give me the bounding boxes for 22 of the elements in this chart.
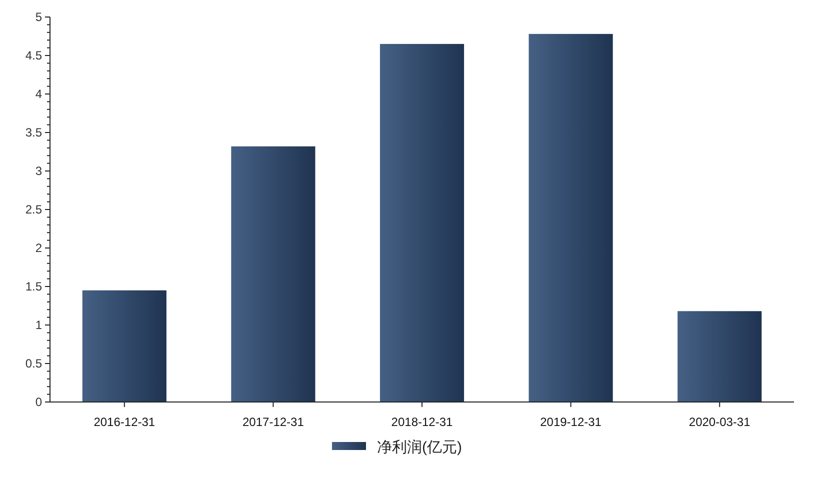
bar [678,311,762,402]
x-tick-label: 2016-12-31 [94,415,156,429]
y-tick-label: 1.5 [25,280,42,294]
bar [82,290,166,402]
x-tick-label: 2017-12-31 [242,415,304,429]
y-tick-label: 2.5 [25,202,42,216]
bar [528,34,613,402]
bar [231,146,316,402]
x-tick-label: 2019-12-31 [540,415,602,429]
legend-label: 净利润(亿元) [377,439,462,456]
y-tick-label: 4 [35,87,42,101]
y-tick-label: 5 [35,10,42,24]
y-tick-label: 0 [35,395,42,409]
y-tick-label: 3.5 [25,126,42,140]
y-tick-label: 3 [35,164,42,178]
y-tick-label: 1 [35,318,42,332]
y-tick-label: 4.5 [25,48,42,62]
y-tick-label: 2 [35,241,42,255]
x-tick-label: 2020-03-31 [688,415,751,429]
x-tick-label: 2018-12-31 [391,415,454,429]
bar [380,44,464,402]
y-tick-label: 0.5 [25,356,42,370]
